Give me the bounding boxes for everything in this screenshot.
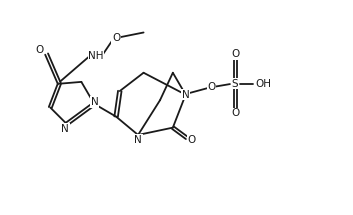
- Text: O: O: [187, 135, 196, 145]
- Text: N: N: [91, 97, 99, 107]
- Text: O: O: [112, 33, 120, 43]
- Text: O: O: [36, 45, 44, 55]
- Text: N: N: [61, 124, 69, 134]
- Text: NH: NH: [88, 51, 104, 61]
- Text: O: O: [231, 49, 239, 59]
- Text: N: N: [182, 90, 190, 100]
- Text: N: N: [134, 135, 142, 145]
- Text: S: S: [232, 79, 238, 89]
- Text: O: O: [231, 108, 239, 118]
- Text: OH: OH: [255, 79, 271, 89]
- Text: O: O: [207, 82, 215, 92]
